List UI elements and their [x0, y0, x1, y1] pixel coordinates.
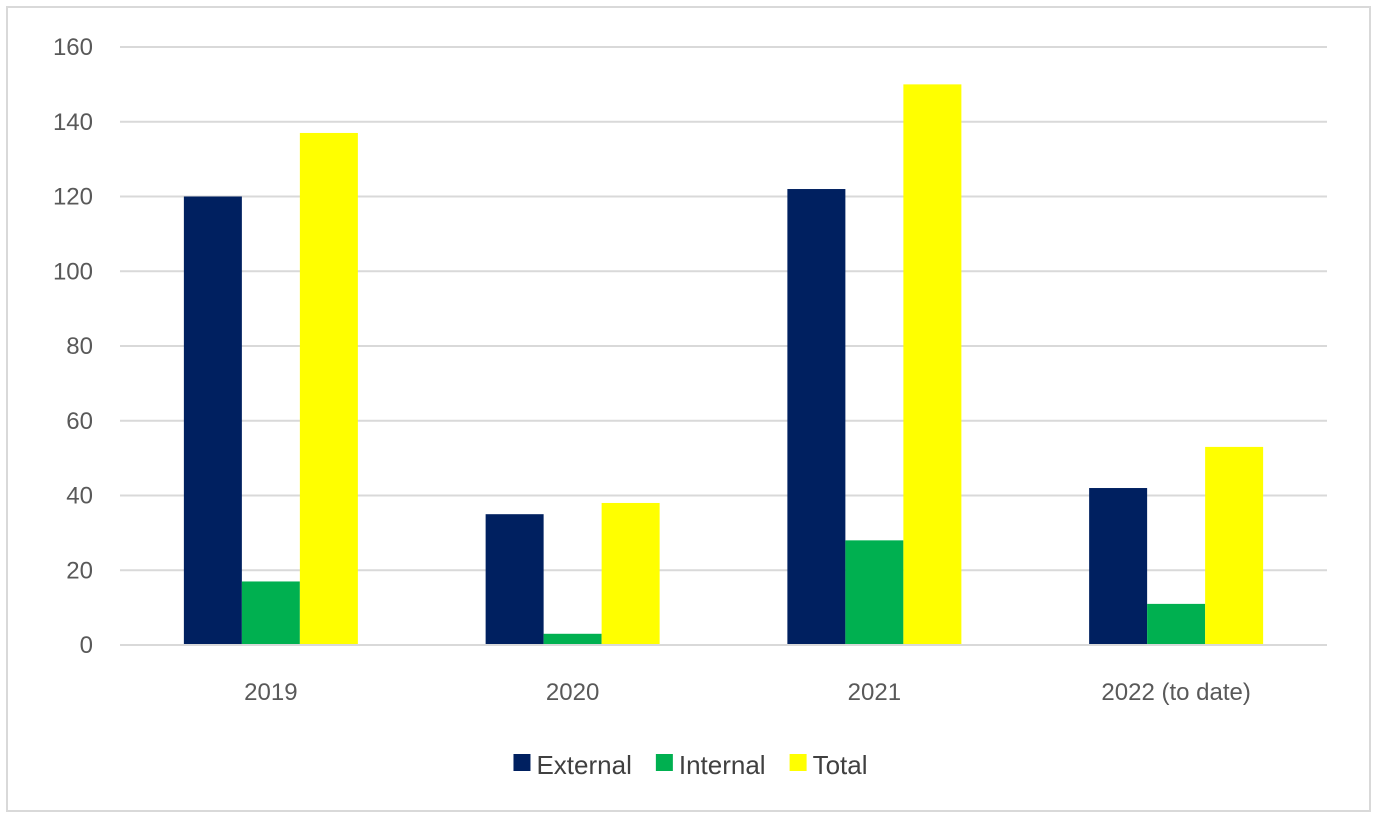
bar-internal-2 — [845, 540, 904, 645]
legend-item-total: Total — [789, 750, 868, 780]
bar-external-1 — [485, 514, 544, 645]
y-axis-tick-labels: 0 20 40 60 80 100 120 140 160 — [53, 34, 93, 659]
bar-external-2 — [787, 189, 846, 645]
y-tick-label: 40 — [66, 483, 93, 510]
legend: External Internal Total — [513, 750, 868, 780]
bars — [183, 84, 1264, 645]
y-tick-label: 80 — [66, 333, 93, 360]
x-axis-tick-labels: 2019 2020 2021 2022 (to date) — [244, 679, 1251, 706]
bar-internal-0 — [241, 581, 300, 645]
legend-label: Total — [813, 750, 868, 780]
y-tick-label: 20 — [66, 557, 93, 584]
x-tick-label: 2022 (to date) — [1101, 679, 1250, 706]
y-tick-label: 120 — [53, 184, 93, 211]
x-tick-label: 2019 — [244, 679, 297, 706]
legend-swatch — [513, 754, 531, 771]
bar-total-3 — [1205, 446, 1264, 645]
bar-internal-1 — [543, 633, 602, 645]
y-tick-label: 100 — [53, 258, 93, 285]
y-tick-label: 160 — [53, 34, 93, 61]
bar-external-0 — [183, 196, 242, 645]
bar-external-3 — [1089, 488, 1148, 645]
x-tick-label: 2021 — [848, 679, 901, 706]
bar-total-1 — [601, 502, 660, 645]
legend-label: Internal — [679, 750, 766, 780]
bar-total-2 — [903, 84, 962, 645]
x-tick-label: 2020 — [546, 679, 599, 706]
y-tick-label: 60 — [66, 408, 93, 435]
legend-swatch — [655, 754, 673, 771]
y-tick-label: 0 — [80, 632, 93, 659]
legend-item-internal: Internal — [655, 750, 766, 780]
y-tick-label: 140 — [53, 109, 93, 136]
legend-label: External — [536, 750, 631, 780]
bar-internal-3 — [1147, 603, 1206, 645]
bar-total-0 — [299, 132, 358, 645]
legend-swatch — [789, 754, 807, 771]
legend-item-external: External — [513, 750, 632, 780]
